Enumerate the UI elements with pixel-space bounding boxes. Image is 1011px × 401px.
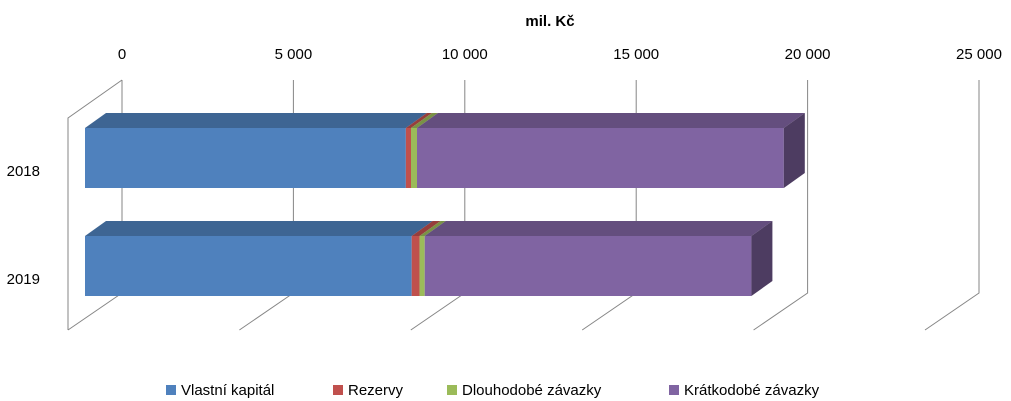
legend-swatch: [333, 385, 343, 395]
bar-top: [424, 221, 773, 236]
x-tick-label: 15 000: [613, 46, 659, 63]
legend-label: Rezervy: [348, 382, 404, 399]
bar-top: [85, 113, 427, 128]
legend-label: Vlastní kapitál: [181, 382, 274, 399]
x-tick-label: 10 000: [442, 46, 488, 63]
legend-swatch: [166, 385, 176, 395]
bar: [411, 236, 420, 296]
bar: [85, 236, 412, 296]
legend-label: Dlouhodobé závazky: [462, 382, 602, 399]
bar-top: [411, 113, 439, 128]
legend-label: Krátkodobé závazky: [684, 382, 820, 399]
bar-top: [417, 113, 805, 128]
bar-top: [405, 113, 433, 128]
bar: [424, 236, 752, 296]
bar-top: [419, 221, 446, 236]
grid-line: [924, 80, 980, 331]
bar: [85, 128, 406, 188]
y-tick-label: 2018: [7, 163, 40, 180]
grid-line: [753, 80, 809, 331]
bar: [419, 236, 425, 296]
x-tick-label: 5 000: [275, 46, 313, 63]
axis-title: mil. Kč: [525, 13, 574, 30]
left-wall: [67, 79, 123, 330]
x-tick-label: 0: [118, 46, 126, 63]
y-tick-label: 2019: [7, 271, 40, 288]
legend-swatch: [669, 385, 679, 395]
x-tick-label: 25 000: [956, 46, 1002, 63]
bar-side: [783, 113, 805, 188]
legend-swatch: [447, 385, 457, 395]
bar-top: [85, 221, 433, 236]
x-tick-label: 20 000: [785, 46, 831, 63]
bar-side: [751, 221, 773, 296]
bar-top: [411, 221, 441, 236]
bar: [411, 128, 418, 188]
bar: [405, 128, 412, 188]
bar: [417, 128, 784, 188]
